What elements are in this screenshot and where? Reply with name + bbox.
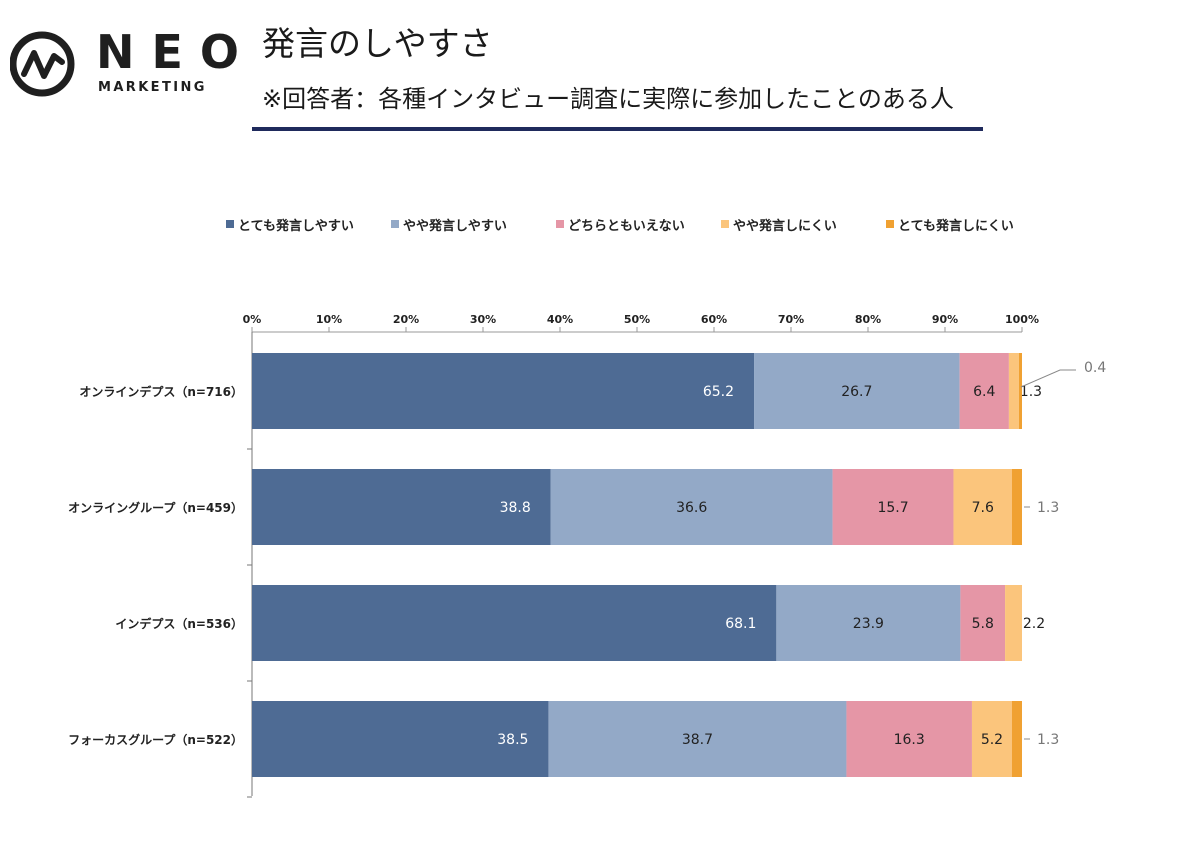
legend-item: どちらともいえない	[556, 214, 721, 234]
x-tick-label: 0%	[243, 313, 262, 326]
title-underline	[252, 127, 983, 131]
legend-label: やや発言しにくい	[733, 218, 837, 234]
bar-segment	[252, 701, 549, 777]
bar-segment	[252, 353, 755, 429]
x-tick-label: 40%	[547, 313, 573, 326]
data-label: 6.4	[973, 384, 995, 400]
data-label: 1.3	[1020, 384, 1042, 400]
data-label: 38.8	[500, 500, 531, 516]
legend-swatch	[556, 220, 564, 228]
legend-swatch	[721, 220, 729, 228]
logo-word: NEO	[96, 25, 257, 79]
bar-segment	[550, 469, 833, 545]
chart-legend: とても発言しやすい やや発言しやすい どちらともいえない やや発言しにくい とても発言し…	[226, 214, 1026, 234]
x-tick-label: 30%	[470, 313, 496, 326]
bar-segment	[953, 469, 1012, 545]
bar-segment	[832, 469, 954, 545]
data-label: 26.7	[841, 384, 872, 400]
data-label: 65.2	[703, 384, 734, 400]
bar-segment	[754, 353, 960, 429]
page-title: 発言のしやすさ	[262, 24, 493, 63]
x-tick-label: 60%	[701, 313, 727, 326]
category-label: オンラインデプス（n=716）	[79, 384, 243, 399]
bar-segment	[1005, 585, 1022, 661]
x-tick-label: 100%	[1005, 313, 1039, 326]
legend-item: やや発言しにくい	[721, 214, 886, 234]
bar-segment	[960, 585, 1006, 661]
data-label: 23.9	[853, 616, 884, 632]
legend-item: とても発言しやすい	[226, 214, 391, 234]
legend-item: とても発言しにくい	[886, 214, 1026, 234]
data-label: 0.4	[1084, 360, 1106, 376]
x-tick-label: 90%	[932, 313, 958, 326]
legend-swatch	[886, 220, 894, 228]
category-label: オンライングループ（n=459）	[68, 500, 243, 515]
legend-label: どちらともいえない	[568, 218, 685, 234]
leader-line	[1020, 369, 1076, 388]
x-tick-label: 80%	[855, 313, 881, 326]
data-label: 1.3	[1037, 732, 1059, 748]
bar-segment	[252, 469, 551, 545]
logo-mark-icon	[10, 31, 75, 97]
data-label: 5.8	[972, 616, 994, 632]
legend-item: やや発言しやすい	[391, 214, 556, 234]
x-tick-label: 10%	[316, 313, 342, 326]
x-tick-label: 50%	[624, 313, 650, 326]
bar-segment	[971, 701, 1012, 777]
legend-swatch	[226, 220, 234, 228]
bar-segment	[776, 585, 961, 661]
data-label: 68.1	[725, 616, 756, 632]
page-subtitle: ※回答者：各種インタビュー調査に実際に参加したことのある人	[262, 85, 954, 113]
data-label: 7.6	[972, 500, 994, 516]
bar-segment	[1011, 469, 1022, 545]
bar-segment	[252, 585, 777, 661]
logo-subword: MARKETING	[98, 80, 207, 95]
legend-swatch	[391, 220, 399, 228]
data-label: 1.3	[1037, 500, 1059, 516]
x-tick-label: 20%	[393, 313, 419, 326]
data-label: 16.3	[894, 732, 925, 748]
data-label: 15.7	[877, 500, 908, 516]
x-tick-label: 70%	[778, 313, 804, 326]
bar-segment	[959, 353, 1009, 429]
category-label: フォーカスグループ（n=522）	[68, 732, 243, 747]
bar-segment	[1008, 353, 1019, 429]
legend-label: とても発言しやすい	[238, 218, 354, 234]
legend-label: やや発言しやすい	[403, 218, 507, 234]
bar-segment	[548, 701, 847, 777]
neo-marketing-logo: NEO MARKETING	[10, 26, 239, 106]
data-label: 5.2	[981, 732, 1003, 748]
bar-segment	[1011, 701, 1022, 777]
category-label: インデプス（n=536）	[115, 616, 243, 631]
data-label: 38.7	[682, 732, 713, 748]
legend-label: とても発言しにくい	[898, 218, 1014, 234]
data-label: 2.2	[1023, 616, 1045, 632]
bar-segment	[1018, 353, 1022, 429]
data-label: 36.6	[676, 500, 707, 516]
data-label: 38.5	[497, 732, 528, 748]
bar-segment	[846, 701, 972, 777]
